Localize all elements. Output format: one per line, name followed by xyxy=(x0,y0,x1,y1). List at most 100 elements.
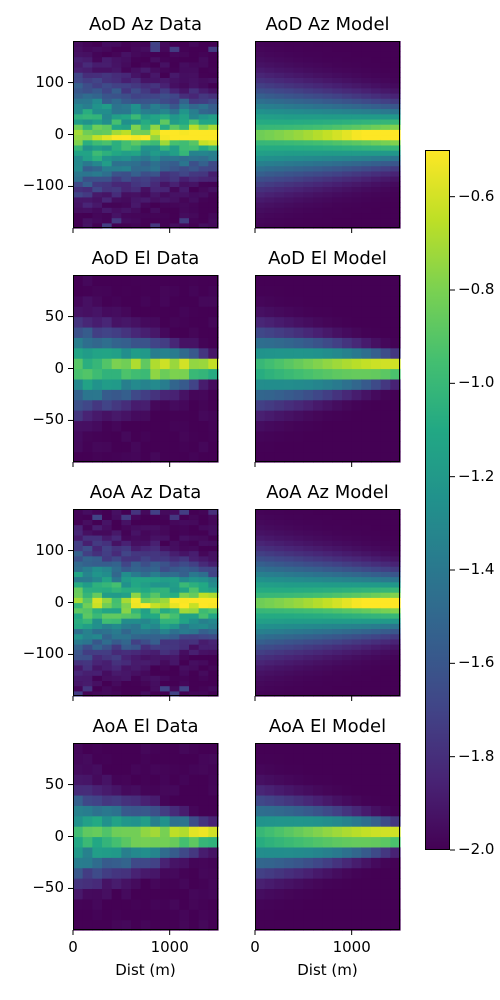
heatmap-cell xyxy=(264,410,275,422)
y-tick-label: −50 xyxy=(32,878,64,897)
heatmap-cell xyxy=(160,654,171,661)
heatmap-cell xyxy=(380,612,391,619)
panel-frame xyxy=(73,41,218,228)
heatmap-cell xyxy=(121,519,132,526)
heatmap-cell xyxy=(140,316,151,328)
heatmap-cell xyxy=(293,451,304,463)
heatmap-cell xyxy=(351,316,362,328)
heatmap-cell xyxy=(332,753,343,765)
heatmap-cell xyxy=(131,675,142,682)
heatmap-cell xyxy=(102,534,113,541)
heatmap-cell xyxy=(390,155,401,162)
heatmap-cell xyxy=(160,113,171,120)
heatmap-cell xyxy=(342,680,353,687)
panel-title: AoD El Model xyxy=(268,248,387,269)
heatmap-cell xyxy=(274,607,285,614)
heatmap-cell xyxy=(140,805,151,817)
heatmap-cell xyxy=(390,602,401,609)
heatmap-cell xyxy=(189,670,200,676)
heatmap-cell xyxy=(322,857,333,869)
heatmap-cell xyxy=(208,680,219,687)
heatmap-cell xyxy=(92,170,103,177)
heatmap-cell xyxy=(208,846,219,858)
heatmap-cell xyxy=(274,743,285,754)
heatmap-cell xyxy=(179,222,190,229)
heatmap-cell xyxy=(131,878,142,890)
heatmap-cell xyxy=(140,633,151,640)
heatmap-cell xyxy=(284,690,295,697)
heatmap-cell xyxy=(303,134,314,141)
heatmap-cell xyxy=(342,56,353,63)
heatmap-cell xyxy=(342,134,353,141)
heatmap-cell xyxy=(131,805,142,817)
heatmap-cell xyxy=(73,451,84,463)
heatmap-cell xyxy=(82,77,93,84)
heatmap-cell xyxy=(111,134,122,141)
heatmap-cell xyxy=(73,534,84,541)
heatmap-cell xyxy=(322,196,333,203)
heatmap-cell xyxy=(169,649,180,656)
heatmap-cell xyxy=(371,150,382,156)
heatmap-cell xyxy=(390,519,401,526)
heatmap-cell xyxy=(160,919,171,931)
heatmap-cell xyxy=(313,805,324,817)
heatmap-cell xyxy=(351,103,362,110)
heatmap-cell xyxy=(111,680,122,687)
heatmap-cell xyxy=(332,743,343,754)
heatmap-cell xyxy=(303,649,314,656)
heatmap-cell xyxy=(332,87,343,94)
heatmap-cell xyxy=(351,898,362,910)
heatmap-cell xyxy=(150,441,161,453)
heatmap-cell xyxy=(208,118,219,125)
heatmap-cell xyxy=(361,87,372,94)
heatmap-cell xyxy=(121,581,132,588)
heatmap-cell xyxy=(322,316,333,328)
heatmap-cell xyxy=(169,113,180,120)
heatmap-cell xyxy=(332,420,343,432)
heatmap-cell xyxy=(131,836,142,848)
heatmap-cell xyxy=(179,113,190,120)
heatmap-cell xyxy=(160,212,171,219)
heatmap-cell xyxy=(160,72,171,78)
heatmap-cell xyxy=(102,685,113,692)
heatmap-cell xyxy=(198,82,209,89)
heatmap-cell xyxy=(150,753,161,765)
heatmap-cell xyxy=(361,451,372,463)
heatmap-cell xyxy=(169,644,180,650)
heatmap-cell xyxy=(169,202,180,208)
heatmap-cell xyxy=(121,602,132,609)
heatmap-cell xyxy=(131,165,142,172)
heatmap-cell xyxy=(255,514,266,520)
heatmap-cell xyxy=(303,46,314,52)
heatmap-cell xyxy=(102,150,113,156)
heatmap-cell xyxy=(198,826,209,838)
heatmap-cell xyxy=(303,118,314,125)
heatmap-cell xyxy=(264,690,275,697)
heatmap-cell xyxy=(264,519,275,526)
heatmap-cell xyxy=(102,72,113,78)
heatmap-cell xyxy=(351,857,362,869)
heatmap-cell xyxy=(264,898,275,910)
heatmap-cell xyxy=(284,165,295,172)
heatmap-cell xyxy=(380,878,391,890)
heatmap-cell xyxy=(255,649,266,656)
heatmap-cell xyxy=(313,774,324,786)
heatmap-cell xyxy=(303,836,314,848)
heatmap-cell xyxy=(179,72,190,78)
heatmap-cell xyxy=(293,337,304,349)
heatmap-cell xyxy=(313,66,324,73)
heatmap-cell xyxy=(150,139,161,146)
heatmap-cell xyxy=(390,410,401,422)
heatmap-cell xyxy=(332,134,343,141)
heatmap-cell xyxy=(371,124,382,130)
heatmap-cell xyxy=(371,524,382,531)
heatmap-cell xyxy=(150,654,161,661)
heatmap-cell xyxy=(160,623,171,630)
heatmap-cell xyxy=(284,150,295,156)
heatmap-cell xyxy=(111,337,122,349)
heatmap-cell xyxy=(189,212,200,219)
heatmap-cell xyxy=(322,378,333,390)
heatmap-cell xyxy=(198,633,209,640)
heatmap-cell xyxy=(390,326,401,338)
heatmap-cell xyxy=(179,186,190,193)
